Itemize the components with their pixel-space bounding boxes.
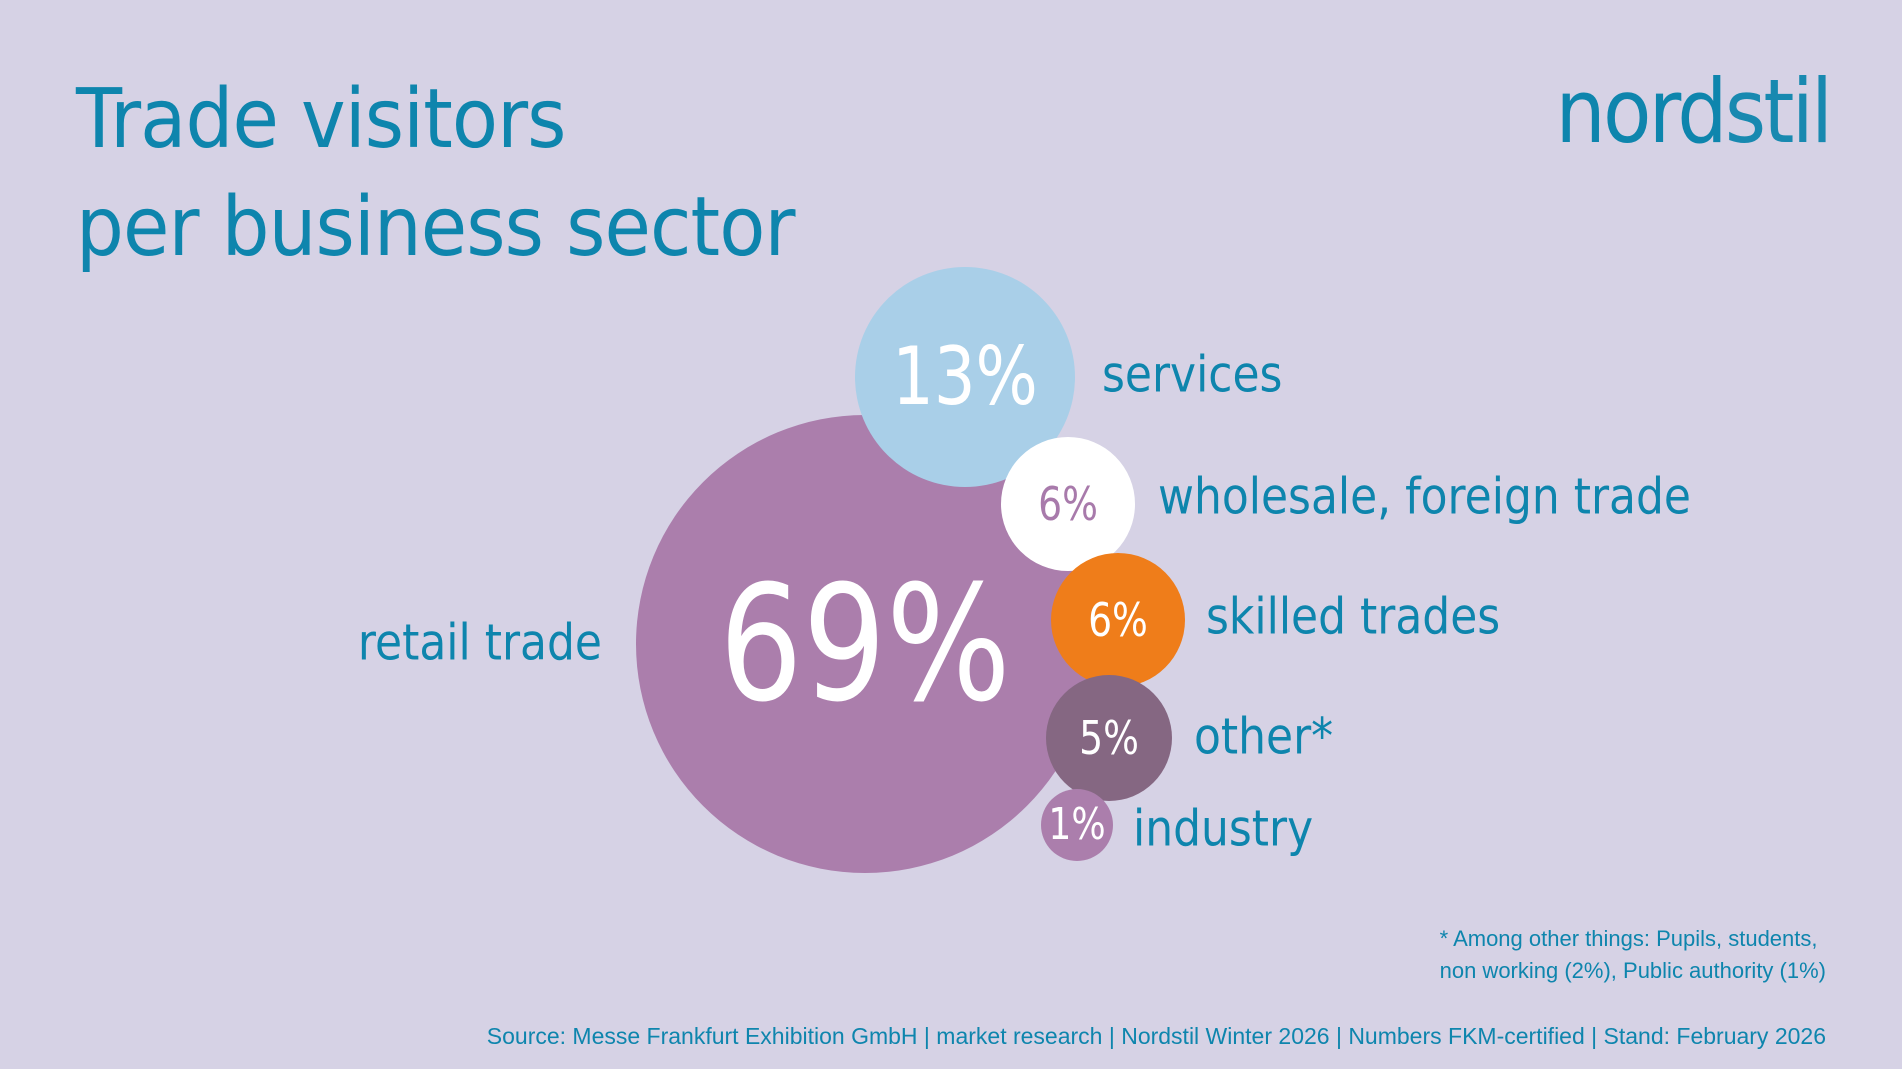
bubble-circle-retail-trade [636, 415, 1094, 873]
category-label-other: other* [1194, 708, 1333, 766]
value-label-retail-trade: 69% [719, 551, 1011, 738]
category-label-industry: industry [1133, 800, 1313, 858]
bubble-wholesale-foreign-trade: 6% wholesale, foreign trade [1001, 437, 1691, 571]
title-line-2: per business sector [76, 180, 795, 275]
title-line-1: Trade visitors [76, 72, 566, 167]
value-label-services: 13% [892, 331, 1038, 424]
bubble-services: 13% services [855, 267, 1282, 487]
bubble-circle-other [1046, 675, 1172, 801]
brand-logo: nordstil [1555, 60, 1833, 163]
value-label-wholesale-foreign-trade: 6% [1038, 477, 1098, 531]
bubble-circle-skilled-trades [1051, 553, 1185, 687]
bubble-industry: 1% industry [1041, 789, 1313, 861]
bubble-skilled-trades: 6% skilled trades [1051, 553, 1500, 687]
bubble-circle-wholesale-foreign-trade [1001, 437, 1135, 571]
footnote-line-2: non working (2%), Public authority (1%) [1439, 958, 1826, 983]
bubble-circle-services [855, 267, 1075, 487]
brand-logo-part-2: stil [1724, 60, 1832, 163]
category-label-retail-trade: retail trade [358, 614, 602, 672]
value-label-industry: 1% [1048, 800, 1105, 850]
bubble-other: 5% other* [1046, 675, 1333, 801]
footnote-line-1: * Among other things: Pupils, students, [1439, 926, 1818, 951]
brand-logo-part-1: nord [1555, 60, 1727, 163]
category-label-skilled-trades: skilled trades [1206, 588, 1500, 646]
source-note: Source: Messe Frankfurt Exhibition GmbH … [486, 1023, 1826, 1049]
category-label-wholesale-foreign-trade: wholesale, foreign trade [1158, 468, 1691, 526]
category-label-services: services [1102, 346, 1282, 404]
bubble-circle-industry [1041, 789, 1113, 861]
footnote: * Among other things: Pupils, students, … [1440, 923, 1826, 987]
page-title: Trade visitors per business sector [76, 66, 795, 282]
bubble-retail-trade: 69% retail trade [358, 415, 1094, 873]
value-label-other: 5% [1079, 711, 1139, 765]
value-label-skilled-trades: 6% [1088, 593, 1148, 647]
